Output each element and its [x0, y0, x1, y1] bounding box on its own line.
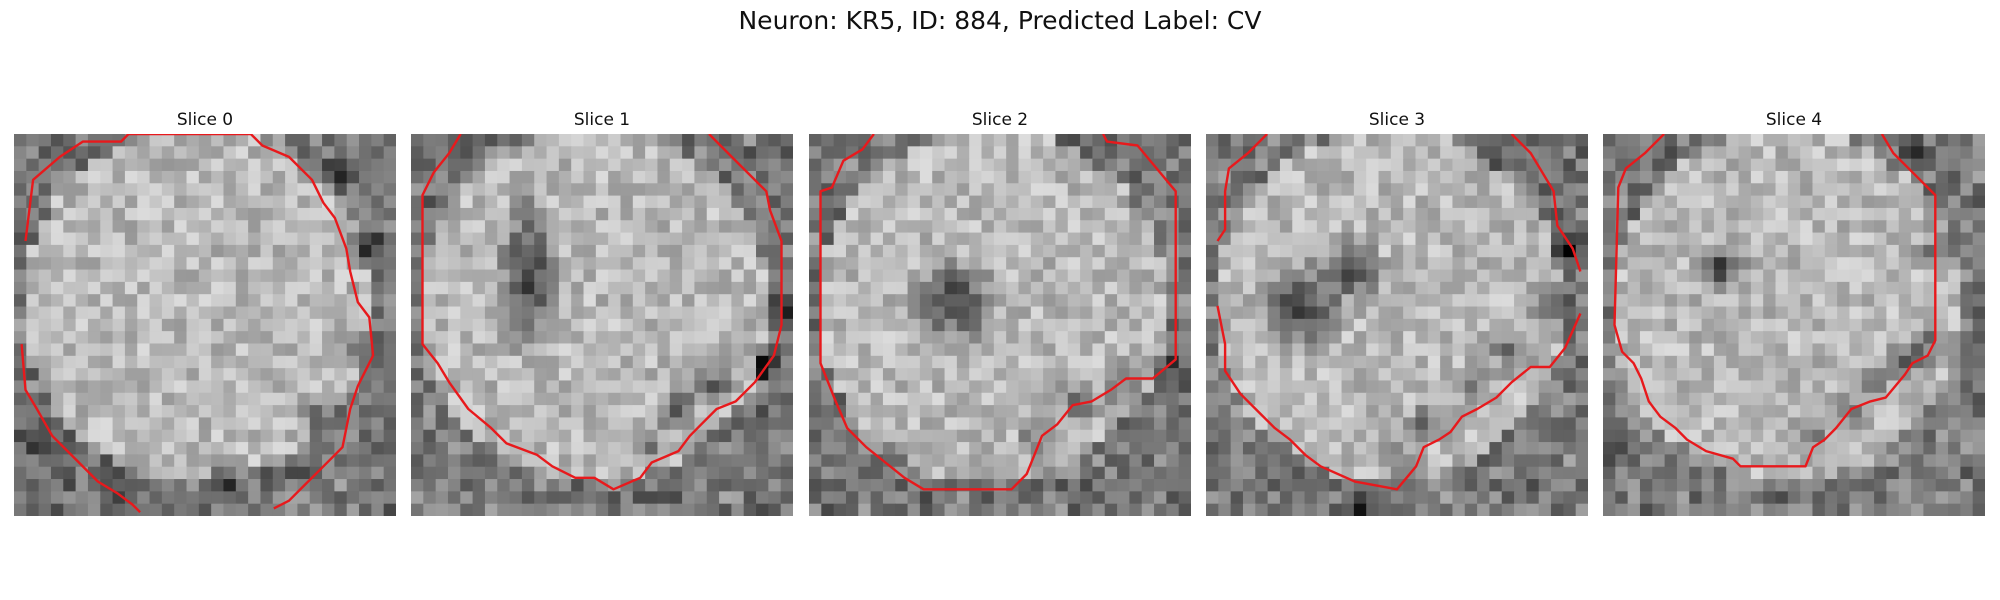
- slice-pixels: [14, 134, 396, 516]
- slice-pixels: [411, 134, 793, 516]
- slice-image-0: [14, 134, 396, 516]
- cell-contour-line: [1216, 134, 1268, 242]
- panel-title-slice-3: Slice 3: [1368, 110, 1426, 130]
- panel-title-slice-1: Slice 1: [573, 110, 631, 130]
- cell-contour-line: [24, 134, 375, 510]
- slice-image-1: [411, 134, 793, 516]
- panel-title-slice-4: Slice 4: [1765, 110, 1823, 130]
- figure-title: Neuron: KR5, ID: 884, Predicted Label: C…: [738, 6, 1262, 35]
- cell-contour-line: [1510, 134, 1582, 272]
- panel-title-slice-0: Slice 0: [176, 110, 234, 130]
- slice-pixels: [1603, 134, 1985, 516]
- slice-image-4: [1603, 134, 1985, 516]
- slice-pixels: [1206, 134, 1588, 516]
- cell-contour-line: [1216, 305, 1582, 491]
- cell-contour-line: [421, 134, 783, 491]
- cell-contour-line: [20, 343, 141, 514]
- slice-pixels: [809, 134, 1191, 516]
- slice-image-2: [809, 134, 1191, 516]
- panel-title-slice-2: Slice 2: [971, 110, 1029, 130]
- slice-image-3: [1206, 134, 1588, 516]
- cell-contour-line: [1613, 134, 1937, 468]
- cell-contour-line: [819, 134, 1177, 491]
